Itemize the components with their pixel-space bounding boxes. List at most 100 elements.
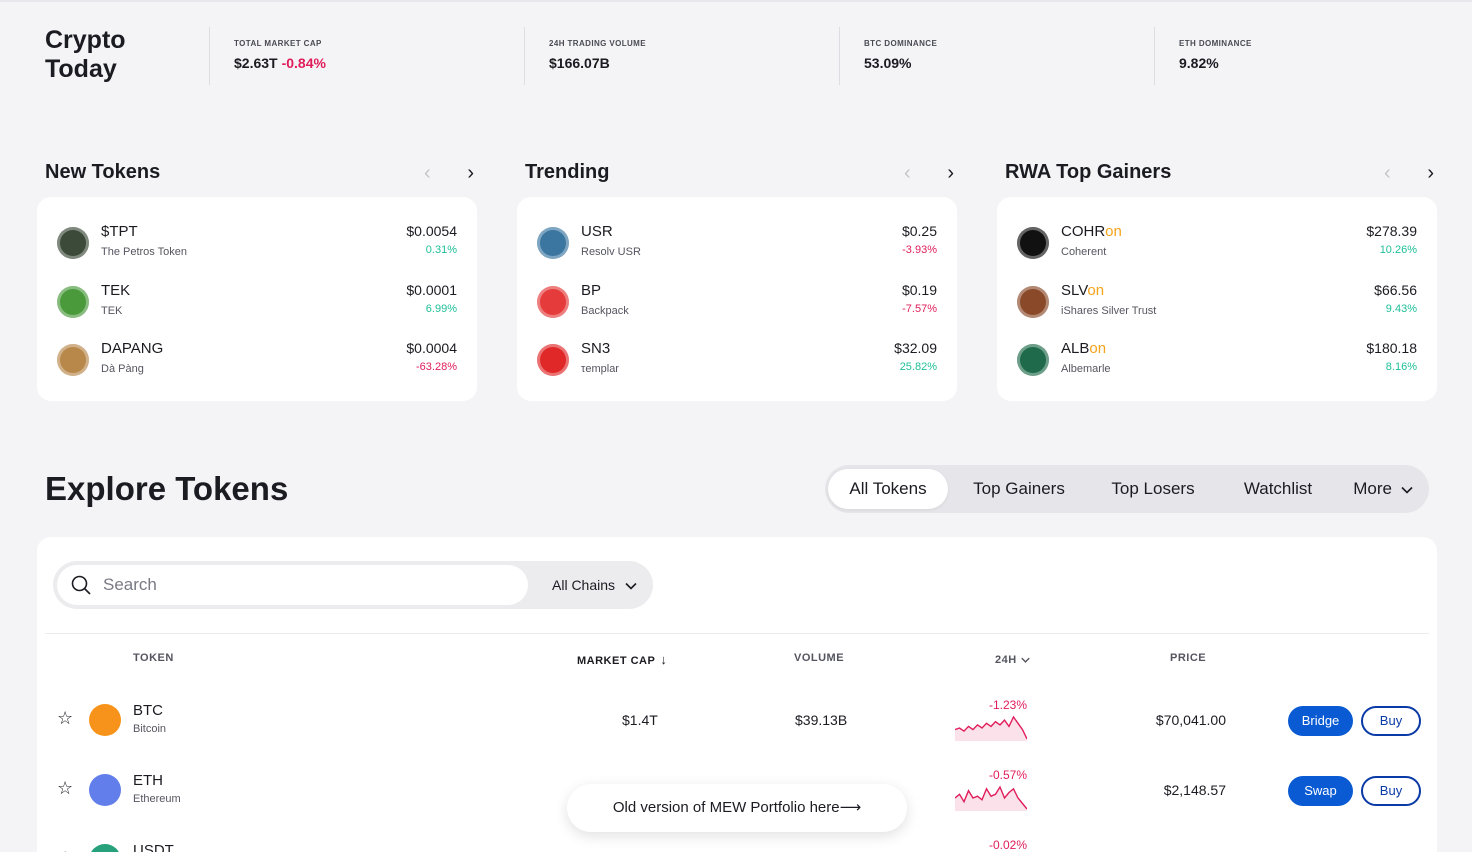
- stat-trading-volume: 24H TRADING VOLUME $166.07B: [524, 27, 646, 85]
- stat-label: ETH DOMINANCE: [1179, 39, 1252, 48]
- token-name: Coherent: [1061, 246, 1107, 258]
- carousel-arrows: ‹ ›: [904, 161, 954, 185]
- tab-top-losers[interactable]: Top Losers: [1111, 479, 1195, 498]
- petros-token-icon: [57, 227, 89, 259]
- column-header-24h[interactable]: 24H: [995, 654, 1030, 666]
- column-header-market-cap[interactable]: MARKET CAP ↓: [577, 652, 667, 667]
- stat-btc-dominance: BTC DOMINANCE 53.09%: [839, 27, 937, 85]
- token-symbol: SLVon: [1061, 282, 1105, 299]
- token-change: 9.43%: [1385, 303, 1417, 315]
- search-icon: [71, 575, 91, 595]
- stat-change: -0.84%: [281, 55, 326, 71]
- token-list-item[interactable]: COHRon Coherent $278.39 10.26%: [1017, 221, 1417, 267]
- tab-more[interactable]: More: [1343, 469, 1423, 509]
- chevron-right-icon[interactable]: ›: [1427, 162, 1434, 184]
- price-value: $2,148.57: [1163, 782, 1226, 798]
- bridge-button[interactable]: Bridge: [1288, 706, 1353, 736]
- bitcoin-icon: [89, 704, 121, 736]
- tab-more-label: More: [1353, 479, 1392, 498]
- token-symbol: ALBon: [1061, 340, 1107, 357]
- token-change: 0.31%: [425, 244, 457, 256]
- chevron-down-icon: [625, 583, 637, 590]
- table-row[interactable]: ☆ USDT -0.02%: [37, 823, 1437, 852]
- stat-eth-dominance: ETH DOMINANCE 9.82%: [1154, 27, 1252, 85]
- chains-dropdown[interactable]: All Chains: [552, 561, 637, 609]
- section-title: RWA Top Gainers: [1005, 161, 1172, 183]
- buy-button[interactable]: Buy: [1361, 706, 1421, 736]
- token-symbol: ETH: [133, 772, 163, 789]
- token-list-item[interactable]: DAPANG Dà Pàng $0.0004 -63.28%: [57, 338, 457, 384]
- token-list-item[interactable]: SN3 τemplar $32.09 25.82%: [537, 338, 937, 384]
- stat-value: 53.09%: [864, 55, 912, 71]
- token-name: Bitcoin: [133, 723, 167, 735]
- ethereum-icon: [89, 774, 121, 806]
- token-price: $0.25: [901, 223, 937, 239]
- section-title: New Tokens: [45, 161, 161, 183]
- token-price: $0.0001: [406, 282, 457, 298]
- token-symbol: USDT: [133, 842, 174, 852]
- change-label: 24H: [995, 654, 1017, 666]
- token-list-item[interactable]: ALBon Albemarle $180.18 8.16%: [1017, 338, 1417, 384]
- change-value: -1.23%: [988, 698, 1027, 712]
- token-symbol: TEK: [101, 282, 131, 299]
- table-row[interactable]: ☆ BTC Bitcoin $1.4T $39.13B -1.23% $70,041.00 B…: [37, 683, 1437, 753]
- token-filter-tabs: All Tokens Top Gainers Top Losers Watchl…: [825, 465, 1429, 513]
- tab-watchlist[interactable]: Watchlist: [1243, 479, 1313, 498]
- chevron-right-icon[interactable]: ›: [467, 162, 474, 184]
- token-symbol: BP: [581, 282, 602, 299]
- star-icon[interactable]: ☆: [57, 778, 74, 798]
- market-cap-label: MARKET CAP: [577, 655, 656, 667]
- token-list-item[interactable]: TEK TEK $0.0001 6.99%: [57, 280, 457, 326]
- swap-button[interactable]: Swap: [1288, 776, 1353, 806]
- chevron-right-icon[interactable]: ›: [947, 162, 954, 184]
- old-version-banner[interactable]: Old version of MEW Portfolio here⟶: [567, 784, 907, 832]
- templar-icon: [537, 344, 569, 376]
- column-header-price[interactable]: PRICE: [1170, 652, 1207, 664]
- tab-top-gainers[interactable]: Top Gainers: [973, 479, 1065, 498]
- token-name: The Petros Token: [101, 246, 188, 258]
- token-list-item[interactable]: $TPT The Petros Token $0.0054 0.31%: [57, 221, 457, 267]
- star-icon[interactable]: ☆: [57, 848, 73, 852]
- token-change: 10.26%: [1379, 244, 1417, 256]
- token-list-item[interactable]: SLVon iShares Silver Trust $66.56 9.43%: [1017, 280, 1417, 326]
- tab-all-tokens[interactable]: All Tokens: [828, 469, 948, 509]
- chains-label: All Chains: [552, 577, 616, 593]
- stat-value: $2.63T -0.84%: [234, 55, 326, 71]
- chevron-left-icon[interactable]: ‹: [424, 162, 431, 184]
- star-icon[interactable]: ☆: [57, 708, 74, 728]
- carousel-arrows: ‹ ›: [424, 161, 474, 185]
- token-price: $278.39: [1366, 223, 1417, 239]
- table-row[interactable]: ☆ ETH Ethereum -0.57% $2,148.57 Swap Buy: [37, 753, 1437, 823]
- token-price: $0.19: [901, 282, 937, 298]
- tek-token-icon: [57, 286, 89, 318]
- token-card: $TPT The Petros Token $0.0054 0.31% TEK TEK $0…: [37, 197, 477, 401]
- token-name: Backpack: [581, 305, 629, 317]
- chevron-left-icon[interactable]: ‹: [1384, 162, 1391, 184]
- search-input[interactable]: [103, 565, 503, 605]
- token-name: Albemarle: [1061, 363, 1111, 375]
- stat-value: $166.07B: [549, 55, 610, 71]
- resolv-usr-icon: [537, 227, 569, 259]
- token-name: τemplar: [581, 363, 619, 375]
- token-symbol: DAPANG: [101, 340, 164, 357]
- stat-value: 9.82%: [1179, 55, 1219, 71]
- search-bar: All Chains: [53, 561, 653, 609]
- buy-button[interactable]: Buy: [1361, 776, 1421, 806]
- tether-icon: [89, 844, 121, 852]
- stat-total-market-cap: TOTAL MARKET CAP $2.63T -0.84%: [209, 27, 326, 85]
- token-change: -7.57%: [902, 303, 937, 315]
- token-list-item[interactable]: USR Resolv USR $0.25 -3.93%: [537, 221, 937, 267]
- token-change: 25.82%: [899, 361, 937, 373]
- sparkline-chart: [955, 715, 1027, 741]
- token-price: $0.0004: [406, 340, 457, 356]
- token-name: Resolv USR: [581, 246, 641, 258]
- section-title: Trending: [525, 161, 610, 183]
- token-name: iShares Silver Trust: [1061, 305, 1157, 317]
- chevron-left-icon[interactable]: ‹: [904, 162, 911, 184]
- backpack-icon: [537, 286, 569, 318]
- token-list-item[interactable]: BP Backpack $0.19 -7.57%: [537, 280, 937, 326]
- token-change: -63.28%: [416, 361, 457, 373]
- column-header-volume[interactable]: VOLUME: [794, 652, 845, 664]
- sort-down-icon: ↓: [660, 652, 668, 667]
- brand-title: Crypto Today: [45, 26, 126, 83]
